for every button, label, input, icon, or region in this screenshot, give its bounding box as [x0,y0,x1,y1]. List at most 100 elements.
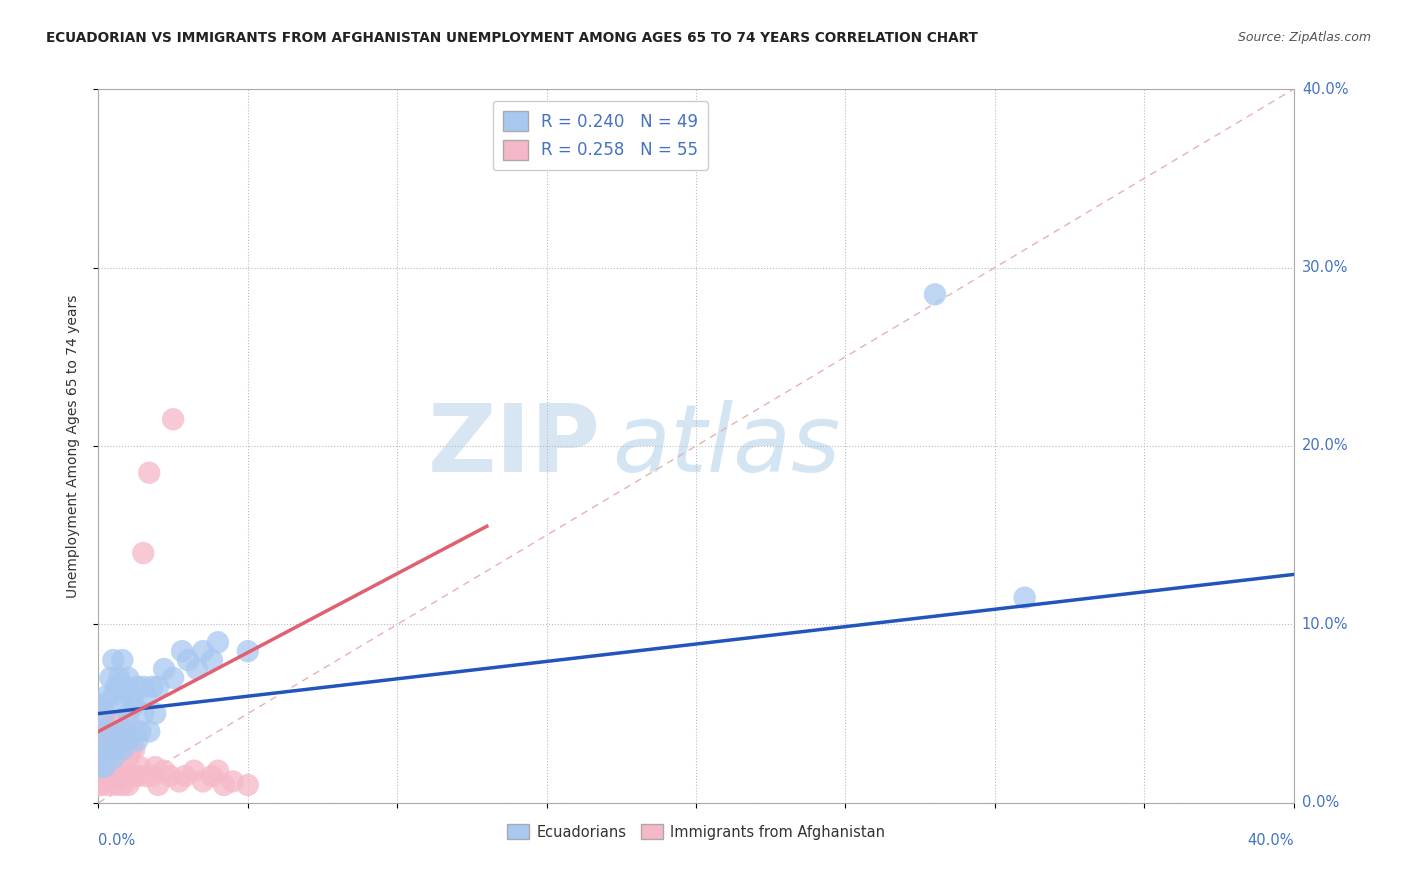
Point [96,724,118,739]
Point [236,644,259,658]
Point [105,778,128,792]
Point [111,751,134,765]
Point [90,742,112,756]
Point [93,769,115,783]
Point [143,760,166,774]
Point [117,671,139,685]
Point [108,671,131,685]
Text: ECUADORIAN VS IMMIGRANTS FROM AFGHANISTAN UNEMPLOYMENT AMONG AGES 65 TO 74 YEARS: ECUADORIAN VS IMMIGRANTS FROM AFGHANISTA… [46,31,979,45]
Point [117,715,139,730]
Point [153,764,176,778]
Point [207,635,229,649]
Point [183,764,205,778]
Point [98,733,122,747]
Point [117,751,139,765]
Point [132,680,155,694]
Text: 40.0%: 40.0% [1302,82,1348,96]
Point [172,644,194,658]
Point [98,671,122,685]
Text: 40.0%: 40.0% [1247,833,1294,848]
Point [117,706,139,721]
Point [93,706,115,721]
Point [148,778,170,792]
Point [167,774,190,789]
Point [120,742,142,756]
Point [186,662,208,676]
Point [143,706,166,721]
Point [117,778,139,792]
Point [108,769,131,783]
Point [87,760,110,774]
Point [103,751,125,765]
Point [105,742,128,756]
Point [87,724,110,739]
Point [162,671,184,685]
Point [87,724,110,739]
Point [114,680,136,694]
Point [201,653,224,667]
Point [96,689,118,703]
Point [141,769,163,783]
Point [103,769,125,783]
Point [1014,591,1036,605]
Point [114,724,136,739]
Text: 10.0%: 10.0% [1302,617,1348,632]
Point [93,760,115,774]
Point [87,698,110,712]
Point [114,769,136,783]
Point [103,689,125,703]
Point [129,760,152,774]
Point [174,769,197,783]
Point [201,769,224,783]
Point [111,653,134,667]
Point [93,706,115,721]
Point [135,689,157,703]
Point [87,778,110,792]
Point [105,742,128,756]
Point [124,742,146,756]
Point [132,706,155,721]
Point [129,724,152,739]
Legend: Ecuadorians, Immigrants from Afghanistan: Ecuadorians, Immigrants from Afghanistan [501,818,891,846]
Point [153,662,176,676]
Point [127,680,149,694]
Point [117,733,139,747]
Point [90,751,112,765]
Point [96,751,118,765]
Point [236,778,259,792]
Point [103,742,125,756]
Point [124,724,146,739]
Point [105,680,128,694]
Point [135,769,157,783]
Point [120,689,142,703]
Point [93,742,115,756]
Point [90,724,112,739]
Point [108,715,131,730]
Point [96,778,118,792]
Point [222,774,245,789]
Text: 20.0%: 20.0% [1302,439,1348,453]
Point [108,746,131,760]
Text: 0.0%: 0.0% [98,833,135,848]
Point [103,653,125,667]
Point [127,769,149,783]
Point [207,764,229,778]
Point [138,466,160,480]
Text: Source: ZipAtlas.com: Source: ZipAtlas.com [1237,31,1371,45]
Point [924,287,946,301]
Point [103,715,125,730]
Point [132,546,155,560]
Point [212,778,235,792]
Point [114,742,136,756]
Point [191,774,214,789]
Point [127,733,149,747]
Point [98,769,122,783]
Point [124,698,146,712]
Point [111,778,134,792]
Point [96,742,118,756]
Point [138,724,160,739]
Text: 30.0%: 30.0% [1302,260,1348,275]
Point [111,724,134,739]
Point [90,698,112,712]
Point [111,698,134,712]
